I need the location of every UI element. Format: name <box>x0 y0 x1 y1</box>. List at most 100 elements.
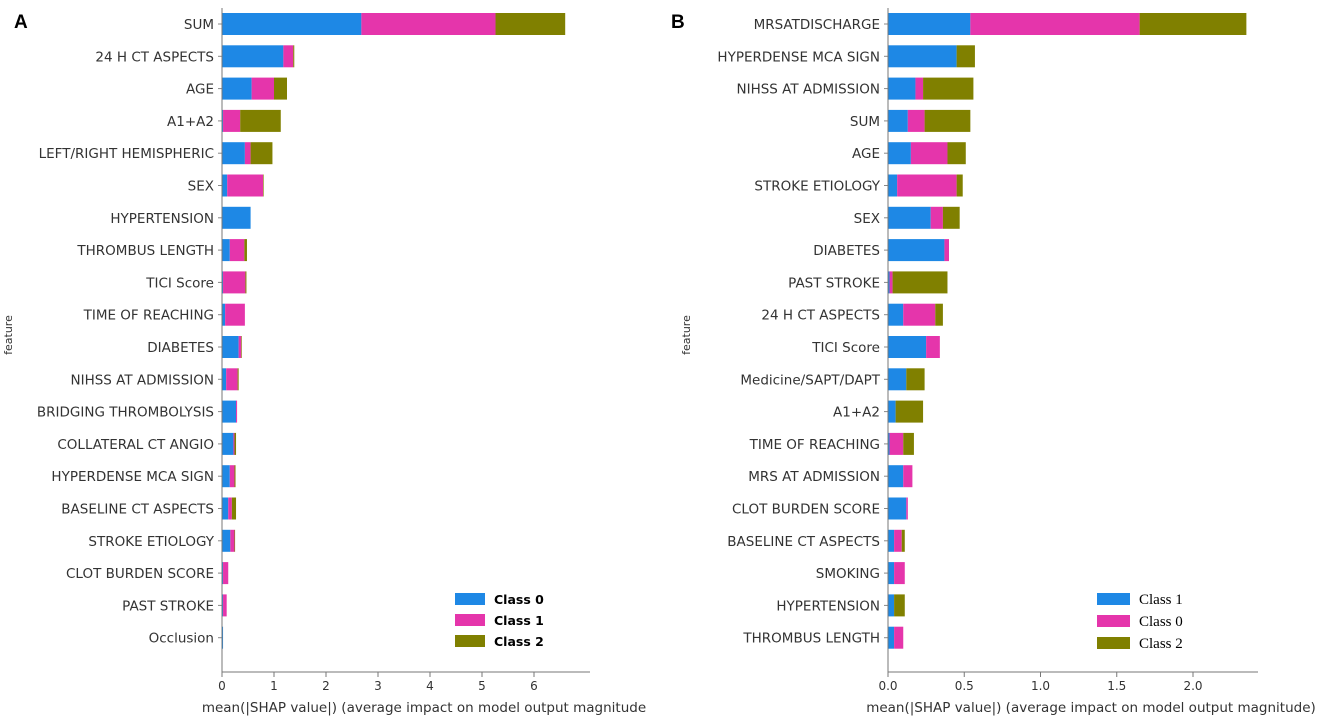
bar-segment <box>228 497 232 520</box>
bar-segment <box>947 142 966 165</box>
category-label: Occlusion <box>149 631 214 647</box>
x-tick-label: 6 <box>530 679 538 693</box>
bar-segment <box>888 174 898 197</box>
bar-segment <box>888 465 904 488</box>
x-tick-label: 0.0 <box>878 679 897 693</box>
bar-segment <box>263 174 264 197</box>
bar-segment <box>895 400 924 423</box>
category-label: TICI Score <box>811 340 880 356</box>
bar-segment <box>244 142 251 165</box>
legend-swatch <box>455 593 485 605</box>
category-label: MRSATDISCHARGE <box>754 17 880 33</box>
bar-segment <box>894 594 905 617</box>
bar-segment <box>915 77 924 100</box>
category-label: BASELINE CT ASPECTS <box>727 534 880 550</box>
bar-segment <box>888 45 957 68</box>
category-label: STROKE ETIOLOGY <box>754 179 880 195</box>
bar-segment <box>892 271 948 294</box>
x-tick-label: 0.5 <box>955 679 974 693</box>
bar-segment <box>283 45 294 68</box>
category-label: STROKE ETIOLOGY <box>88 534 214 550</box>
bar-segment <box>888 562 895 585</box>
category-label: BRIDGING THROMBOLYSIS <box>37 405 214 421</box>
category-label: MRS AT ADMISSION <box>748 469 880 485</box>
category-label: CLOT BURDEN SCORE <box>732 502 880 518</box>
category-label: HYPERTENSION <box>110 211 214 227</box>
category-label: A1+A2 <box>833 405 880 421</box>
x-axis-label: mean(|SHAP value|) (average impact on mo… <box>866 700 1316 716</box>
category-label: 24 H CT ASPECTS <box>761 308 880 324</box>
bar-segment <box>223 562 229 585</box>
bar-segment <box>230 529 235 552</box>
bar-segment <box>944 239 949 262</box>
bar-segment <box>903 303 936 326</box>
bar-segment <box>935 303 943 326</box>
category-label: HYPERDENSE MCA SIGN <box>51 469 214 485</box>
panel-b-chart: B MRSATDISCHARGE HYPERDENSE MCA SIGN NIHSS … <box>671 8 1316 716</box>
bar-segment <box>888 626 895 649</box>
legend-swatch <box>455 635 485 647</box>
bar-segment <box>889 271 893 294</box>
legend-label: Class 0 <box>494 592 544 607</box>
legend-label: Class 1 <box>494 613 544 628</box>
category-label: SEX <box>188 179 214 195</box>
category-label: A1+A2 <box>167 114 214 130</box>
bar-segment <box>234 432 237 455</box>
category-label: AGE <box>186 82 214 98</box>
bar-segment <box>906 368 925 391</box>
bar-segment <box>222 45 284 68</box>
legend-label: Class 2 <box>494 634 544 649</box>
category-label: DIABETES <box>147 340 214 356</box>
bar-segment <box>222 109 224 132</box>
y-axis-label: feature <box>2 315 15 355</box>
bar-segment <box>888 400 896 423</box>
bar-segment <box>226 368 238 391</box>
category-label: LEFT/RIGHT HEMISPHERIC <box>39 146 214 162</box>
bar-segment <box>888 594 895 617</box>
bar-segment <box>956 174 963 197</box>
bar-segment <box>222 336 239 358</box>
bar-segment <box>888 239 945 262</box>
category-label: TIME OF REACHING <box>749 437 880 453</box>
bar-segment <box>924 109 971 132</box>
bar-segment <box>888 432 890 455</box>
bar-segment <box>223 109 241 132</box>
bar-segment <box>956 45 975 68</box>
bar-segment <box>233 432 235 455</box>
bar-segment <box>894 626 904 649</box>
bar-segment <box>245 271 247 294</box>
legend-swatch <box>455 614 485 626</box>
bar-segment <box>251 77 274 100</box>
category-label: HYPERTENSION <box>776 598 880 614</box>
category-label: DIABETES <box>813 243 880 259</box>
bar-segment <box>223 594 227 617</box>
bar-segment <box>227 174 264 197</box>
category-label: SMOKING <box>816 566 880 582</box>
bar-segment <box>907 109 925 132</box>
category-label: THROMBUS LENGTH <box>76 243 214 259</box>
category-label: 24 H CT ASPECTS <box>95 49 214 65</box>
bar-segment <box>293 45 295 68</box>
bar-segment <box>222 303 226 326</box>
bar-segment <box>240 109 281 132</box>
category-label: BASELINE CT ASPECTS <box>61 502 214 518</box>
bar-segment <box>241 336 242 358</box>
x-tick-label: 1.0 <box>1031 679 1050 693</box>
bar-segment <box>930 206 943 229</box>
bar-segment <box>894 529 902 552</box>
category-label: NIHSS AT ADMISSION <box>737 82 881 98</box>
category-label: COLLATERAL CT ANGIO <box>57 437 214 453</box>
x-tick-label: 2 <box>322 679 330 693</box>
bar-segment <box>888 13 971 35</box>
bar-segment <box>222 497 229 520</box>
category-label: PAST STROKE <box>788 275 880 291</box>
category-label: SUM <box>184 17 214 33</box>
category-label: Medicine/SAPT/DAPT <box>740 372 880 388</box>
bar-segment <box>222 465 230 488</box>
category-label: HYPERDENSE MCA SIGN <box>717 49 880 65</box>
panel-a-chart: A SUM 24 H CT ASPECTS AGE A1+A2 LEFT/RIGHT HE… <box>2 8 646 716</box>
category-label: SUM <box>850 114 880 130</box>
bar-segment <box>923 77 974 100</box>
bar-segment <box>222 594 224 617</box>
